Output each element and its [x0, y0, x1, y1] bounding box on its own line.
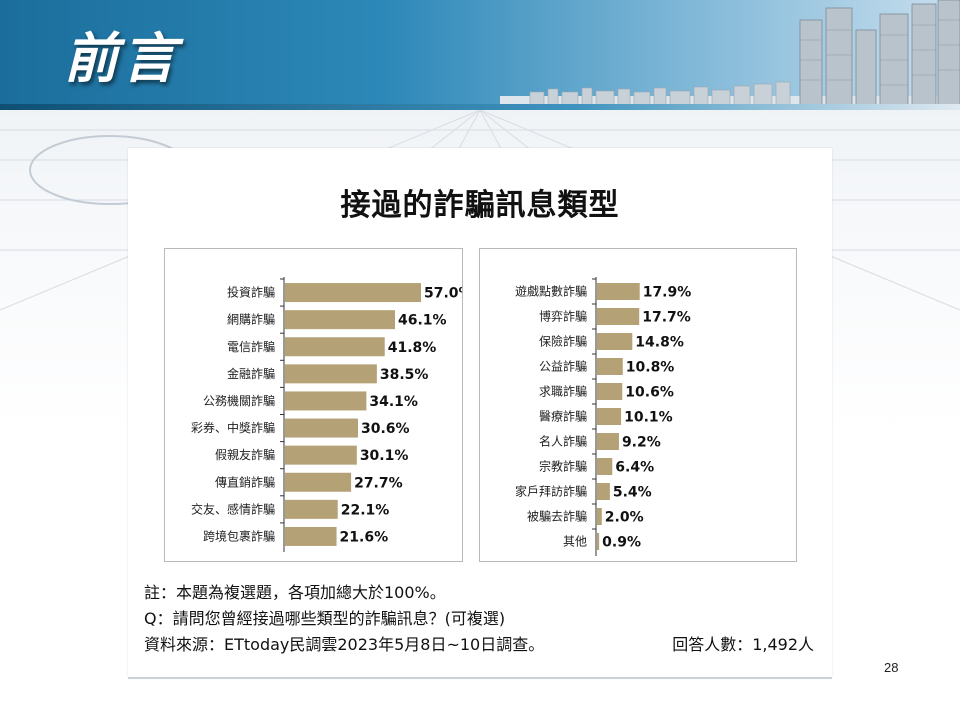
bar [285, 391, 367, 411]
bar-value-label: 10.6% [625, 385, 674, 401]
category-label: 網購詐騙 [227, 312, 275, 327]
bar [285, 526, 337, 546]
category-label: 醫療詐騙 [539, 409, 587, 424]
bar [285, 499, 338, 519]
bar-value-label: 5.4% [613, 485, 652, 501]
bar-value-label: 30.1% [360, 448, 409, 464]
note-respondents: 回答人數：1,492人 [672, 635, 814, 654]
category-label: 公務機關詐騙 [203, 393, 275, 408]
bar-value-label: 10.1% [624, 410, 673, 426]
category-label: 彩券、中獎詐騙 [191, 420, 275, 435]
bar [597, 533, 600, 550]
category-label: 名人詐騙 [539, 434, 587, 449]
bar-value-label: 17.7% [642, 310, 691, 326]
category-label: 金融詐騙 [227, 366, 275, 381]
bar [597, 383, 623, 400]
bar-value-label: 14.8% [635, 335, 684, 351]
bar-value-label: 22.1% [341, 502, 390, 518]
bar [285, 310, 395, 330]
category-label: 博弈詐騙 [539, 309, 587, 324]
category-label: 交友、感情詐騙 [191, 501, 275, 516]
bar [597, 483, 610, 500]
category-label: 電信詐騙 [227, 339, 275, 354]
bar-value-label: 27.7% [354, 475, 403, 491]
bar [597, 333, 633, 350]
bar-value-label: 6.4% [615, 460, 654, 476]
page-title: 前言 [64, 27, 180, 90]
note-multiple-choice: 註：本題為複選題，各項加總大於100%。 [144, 583, 446, 602]
bar-value-label: 30.6% [361, 421, 410, 437]
category-label: 宗教詐騙 [539, 459, 587, 474]
bar [597, 433, 619, 450]
category-label: 被騙去詐騙 [527, 509, 587, 524]
bar [597, 308, 640, 325]
banner-divider [0, 104, 960, 110]
category-label: 跨境包裹詐騙 [203, 528, 275, 543]
bar-value-label: 9.2% [622, 435, 661, 451]
category-label: 傳直銷詐騙 [215, 474, 275, 489]
note-source: 資料來源：ETtoday民調雲2023年5月8日~10日調查。 [144, 635, 545, 654]
notes-block: 註：本題為複選題，各項加總大於100%。 Q：請問您曾經接過哪些類型的詐騙訊息？… [144, 580, 814, 658]
bar-chart-left: 投資詐騙 57.0% 網購詐騙 46.1% 電信詐騙 41.8% 金融詐騙 38.5% 公務機關… [191, 277, 462, 552]
bar [285, 445, 357, 465]
chart-panel-left: 投資詐騙 57.0% 網購詐騙 46.1% 電信詐騙 41.8% 金融詐騙 38.5% 公務機關… [164, 248, 463, 562]
bar-value-label: 2.0% [605, 510, 644, 526]
bar-value-label: 38.5% [380, 367, 429, 383]
bar-value-label: 57.0% [424, 286, 462, 302]
bar [285, 418, 359, 438]
bar-value-label: 17.9% [643, 285, 692, 301]
category-label: 遊戲點數詐騙 [515, 284, 587, 299]
bar-value-label: 41.8% [388, 340, 437, 356]
bar [285, 337, 385, 357]
bar [597, 358, 623, 375]
bar-value-label: 34.1% [369, 394, 418, 410]
category-label: 保險詐騙 [539, 334, 587, 349]
bar-chart-right: 遊戲點數詐騙 17.9% 博弈詐騙 17.7% 保險詐騙 14.8% 公益詐騙 10.8% 求職… [515, 277, 692, 556]
chart-card: 接過的詐騙訊息類型 投資詐騙 57.0% 網購詐騙 46.1% 電信詐騙 41.8% 金融詐… [128, 148, 832, 678]
bar-value-label: 0.9% [602, 535, 641, 551]
note-source-row: 資料來源：ETtoday民調雲2023年5月8日~10日調查。 回答人數：1,4… [144, 632, 814, 658]
bar [597, 408, 622, 425]
category-label: 投資詐騙 [227, 285, 275, 300]
bar-value-label: 21.6% [340, 529, 389, 545]
bar [597, 508, 602, 525]
bar [597, 283, 640, 300]
category-label: 公益詐騙 [539, 359, 587, 374]
header-banner: 前言 [0, 0, 960, 110]
category-label: 其他 [563, 535, 587, 549]
bar [597, 458, 613, 475]
chart-panel-right: 遊戲點數詐騙 17.9% 博弈詐騙 17.7% 保險詐騙 14.8% 公益詐騙 10.8% 求職… [479, 248, 797, 562]
bar [285, 283, 421, 303]
bar [285, 364, 377, 384]
bar [285, 472, 352, 492]
category-label: 家戶拜訪詐騙 [515, 484, 587, 499]
bar-value-label: 46.1% [398, 313, 447, 329]
note-question: Q：請問您曾經接過哪些類型的詐騙訊息？(可複選) [144, 609, 506, 628]
city-skyline-image [500, 0, 960, 110]
bar-value-label: 10.8% [626, 360, 675, 376]
category-label: 求職詐騙 [539, 384, 587, 399]
chart-title: 接過的詐騙訊息類型 [340, 188, 620, 223]
card-bottom-divider [128, 677, 832, 679]
category-label: 假親友詐騙 [215, 447, 275, 462]
page-number: 28 [884, 660, 899, 675]
